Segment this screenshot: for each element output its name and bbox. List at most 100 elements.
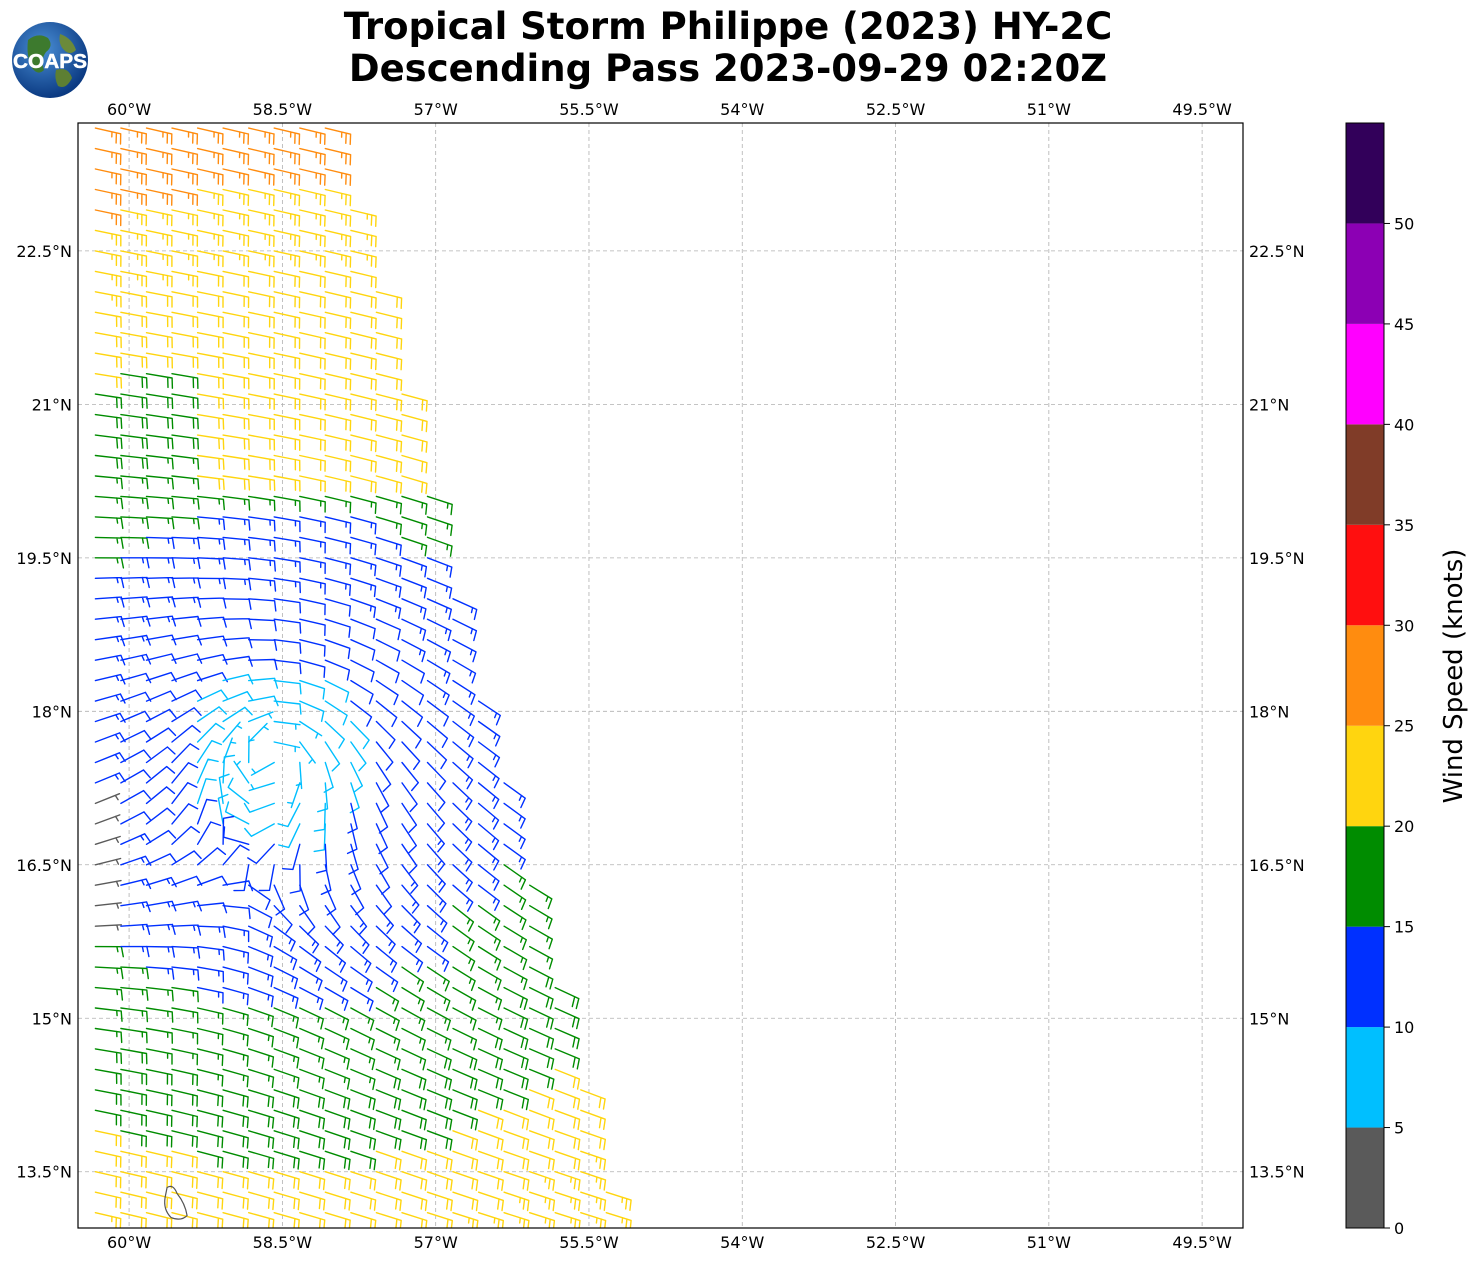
- chart-title-line2: Descending Pass 2023-09-29 02:20Z: [348, 47, 1108, 90]
- wind-barb: [248, 495, 276, 512]
- wind-barb: [120, 945, 150, 958]
- wind-barb: [273, 1191, 300, 1211]
- wind-barb: [375, 475, 403, 494]
- wind-barb: [120, 147, 147, 166]
- wind-barb: [120, 188, 147, 206]
- wind-barb: [426, 986, 451, 1012]
- wind-barb: [145, 229, 173, 247]
- wind-barb: [401, 1130, 428, 1151]
- wind-barb: [94, 673, 126, 685]
- wind-barb: [94, 772, 126, 784]
- island-outline: [164, 1185, 188, 1220]
- wind-barb: [196, 740, 222, 764]
- wind-barb: [580, 1171, 607, 1191]
- colorbar-bin: [1346, 1127, 1384, 1228]
- wind-barb: [503, 1089, 529, 1111]
- wind-barb: [426, 720, 449, 748]
- wind-barb: [375, 1130, 402, 1151]
- wind-barb: [554, 1109, 581, 1131]
- wind-barb: [401, 782, 418, 813]
- wind-barb: [222, 1109, 249, 1129]
- wind-barb: [94, 270, 122, 288]
- wind-barb: [171, 689, 203, 702]
- wind-barb: [94, 1027, 123, 1044]
- wind-barb: [222, 880, 254, 892]
- wind-barb: [299, 1109, 326, 1130]
- wind-barb: [248, 557, 276, 572]
- wind-barb: [94, 209, 122, 227]
- wind-barb: [273, 127, 301, 145]
- wind-barb: [196, 1007, 224, 1025]
- wind-barb: [299, 1130, 326, 1150]
- wind-barb: [375, 1007, 400, 1031]
- wind-barb: [273, 1130, 300, 1150]
- wind-barb: [94, 1171, 122, 1189]
- wind-barb: [477, 925, 501, 951]
- wind-barb: [273, 147, 301, 166]
- wind-barb: [227, 777, 250, 805]
- wind-barb: [426, 516, 453, 537]
- wind-barb: [529, 945, 554, 970]
- wind-barb: [222, 352, 250, 370]
- lon-tick-label-bottom: 60°W: [107, 1233, 151, 1252]
- wind-barb: [273, 1068, 300, 1089]
- wind-barb: [196, 722, 225, 743]
- wind-barb: [222, 168, 250, 186]
- wind-barb: [94, 495, 124, 510]
- colorbar-frame: [1345, 122, 1385, 1229]
- wind-barb: [145, 966, 175, 980]
- wind-barb: [401, 639, 426, 663]
- wind-barb: [426, 1027, 452, 1051]
- wind-barb: [145, 332, 173, 349]
- lat-tick-label-left: 18°N: [32, 702, 72, 721]
- wind-barb: [196, 127, 224, 145]
- wind-barb: [426, 495, 453, 516]
- wind-barb: [248, 618, 277, 632]
- wind-barb: [171, 803, 199, 825]
- wind-barb: [350, 311, 377, 330]
- wind-barb: [350, 761, 363, 793]
- wind-barb: [426, 1130, 453, 1151]
- wind-barb: [171, 352, 199, 369]
- colorbar-tick-label: 35: [1394, 516, 1414, 535]
- wind-barb: [248, 735, 255, 764]
- wind-barb: [247, 843, 275, 864]
- lat-tick-label-right: 21°N: [1249, 395, 1289, 414]
- wind-barb: [250, 761, 275, 776]
- wind-barb: [605, 1191, 632, 1211]
- wind-barb: [145, 495, 175, 510]
- wind-barb: [218, 773, 230, 805]
- wind-barb: [273, 454, 301, 472]
- wind-barb: [94, 168, 122, 186]
- wind-barb: [248, 229, 275, 247]
- wind-barb: [324, 1130, 351, 1150]
- wind-barb: [554, 1048, 580, 1070]
- colorbar-tick-label: 50: [1394, 214, 1414, 233]
- wind-barb: [120, 672, 152, 684]
- wind-barb: [248, 986, 274, 1008]
- wind-barb: [554, 1171, 581, 1191]
- wind-barb: [375, 413, 403, 432]
- wind-barb: [120, 1027, 148, 1044]
- wind-barb: [375, 945, 398, 973]
- wind-barb: [313, 802, 326, 832]
- wind-barb: [171, 536, 201, 550]
- wind-barb: [171, 1048, 199, 1066]
- wind-barb: [554, 1007, 580, 1030]
- wind-barb: [171, 900, 202, 912]
- wind-barb: [529, 1048, 555, 1070]
- wind-barb: [350, 986, 374, 1012]
- wind-barb: [145, 786, 176, 805]
- wind-barb: [196, 332, 224, 349]
- wind-barb: [401, 475, 428, 495]
- wind-barb: [145, 516, 175, 530]
- wind-barb: [375, 1191, 402, 1211]
- wind-barb: [196, 758, 219, 784]
- wind-barb: [196, 229, 224, 247]
- wind-barb: [248, 577, 277, 592]
- wind-barbs: [94, 127, 632, 1228]
- wind-barb: [375, 659, 400, 684]
- wind-barb: [426, 1109, 453, 1131]
- wind-barb: [222, 655, 253, 667]
- wind-barb: [273, 475, 301, 492]
